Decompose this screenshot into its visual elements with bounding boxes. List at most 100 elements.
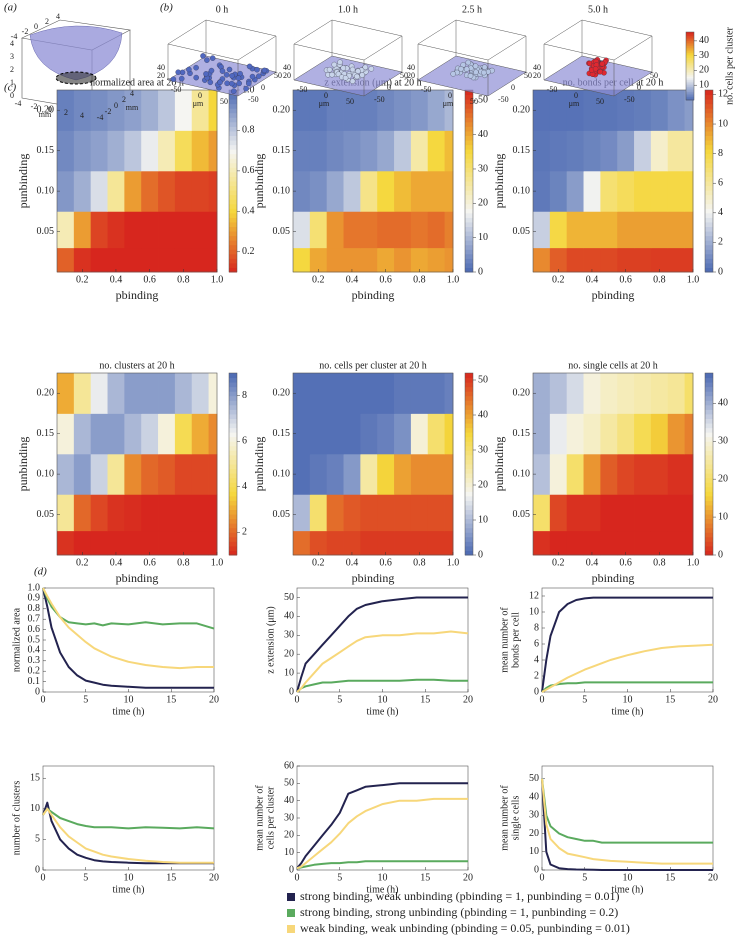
box-top <box>167 19 277 61</box>
heatmap-cell <box>191 170 209 212</box>
heatmap-cell <box>617 494 635 532</box>
x-tick-label: 0.2 <box>552 274 565 285</box>
y-tick-label: 0.9 <box>28 593 41 604</box>
b-time-title: 5.0 h <box>588 4 608 15</box>
heatmap-cell <box>343 170 361 212</box>
heatmap-cell <box>309 247 328 273</box>
heatmap-cell <box>208 90 218 131</box>
cell <box>208 67 215 74</box>
cell <box>246 63 253 70</box>
colorbar-segment <box>229 373 237 379</box>
heatmap-cell <box>107 413 125 455</box>
legend-label: strong binding, weak unbinding (pbinding… <box>300 889 620 903</box>
colorbar-segment <box>465 190 473 196</box>
heatmap-cell <box>309 413 328 455</box>
colorbar-segment <box>465 504 473 510</box>
x-tick-label: 0.4 <box>110 274 123 285</box>
heatmap-cell <box>191 413 209 455</box>
colorbar-segment <box>229 226 237 232</box>
heatmap-cell <box>124 530 142 556</box>
b-y-tick: 40 <box>533 63 541 72</box>
series-line <box>541 778 713 844</box>
heatmap-cell <box>309 170 328 212</box>
colorbar-segment <box>465 541 473 547</box>
series-line <box>296 860 468 870</box>
colorbar-segment <box>465 423 473 429</box>
heatmap-cell <box>410 130 429 172</box>
heatmap-cell <box>293 494 311 532</box>
colorbar-segment <box>705 441 713 447</box>
colorbar-segment <box>229 231 237 237</box>
heatmap-cell <box>394 530 412 556</box>
series-line <box>296 630 469 693</box>
cell <box>217 79 223 86</box>
heatmap-cell <box>650 130 669 172</box>
colorbar-segment <box>705 212 713 218</box>
y-tick-label: 20 <box>284 648 294 659</box>
colorbar-segment <box>686 66 694 69</box>
colorbar-segment <box>686 93 694 96</box>
heatmap-cell <box>427 90 445 131</box>
colorbar-segment <box>465 99 473 105</box>
legend-swatch <box>287 893 295 901</box>
colorbar-segment <box>705 185 713 191</box>
colorbar-segment <box>465 400 473 406</box>
colorbar-segment <box>705 203 713 209</box>
colorbar-segment <box>705 468 713 474</box>
colorbar-segment <box>705 99 713 105</box>
colorbar-segment <box>229 126 237 132</box>
colorbar-segment <box>465 482 473 488</box>
heatmap-cell <box>634 247 652 273</box>
colorbar-segment <box>229 149 237 155</box>
panel-label: (c) <box>4 82 17 94</box>
colorbar-segment <box>465 103 473 109</box>
b-time-title: 0 h <box>216 4 229 15</box>
colorbar-segment <box>229 262 237 268</box>
x-tick-label: 0.8 <box>413 557 426 568</box>
y-tick-label: 0.05 <box>273 509 291 520</box>
colorbar-segment <box>686 64 694 67</box>
b-y-tick: 20 <box>533 71 541 80</box>
colorbar-segment <box>705 267 713 273</box>
heatmap-cell <box>309 494 328 532</box>
heatmap-cell <box>533 247 551 273</box>
y-tick-label: 0.20 <box>273 105 291 116</box>
heatmap-cell <box>634 413 652 455</box>
y-tick-label: 0.15 <box>513 428 531 439</box>
x-tick-label: 0.2 <box>76 274 89 285</box>
heatmap-cell <box>394 453 412 495</box>
colorbar-segment <box>705 231 713 237</box>
colorbar-segment <box>686 67 694 70</box>
heatmap-cell <box>191 453 209 495</box>
heatmap-cell <box>73 413 92 455</box>
heatmap-cell <box>600 413 618 455</box>
heatmap-cell <box>57 211 75 249</box>
heatmap-cell <box>360 530 378 556</box>
y-tick-label: 0 <box>289 686 294 697</box>
colorbar-segment <box>465 208 473 214</box>
colorbar-segment <box>705 121 713 127</box>
b-x-tick: -50 <box>547 85 558 94</box>
heatmap-cell <box>191 90 209 131</box>
b-x-tick: -50 <box>171 85 182 94</box>
heatmap-cell <box>444 413 454 455</box>
y-axis-label: single cells <box>510 796 521 841</box>
heatmap-cell <box>124 453 142 495</box>
b-side-tick: -50 <box>624 95 635 104</box>
cell <box>223 72 230 78</box>
cell <box>349 78 356 84</box>
x-axis-label: time (h) <box>367 884 399 895</box>
colorbar-segment <box>229 190 237 196</box>
heatmap-cell <box>427 494 445 532</box>
heatmap-cell <box>73 211 92 249</box>
colorbar-segment <box>229 249 237 255</box>
x-tick-label: 0.8 <box>177 557 190 568</box>
heatmap-cell <box>410 211 429 249</box>
colorbar-segment <box>229 550 237 556</box>
colorbar-label: no. cells per cluster <box>724 26 735 104</box>
colorbar-tick-label: 10 <box>699 80 709 91</box>
colorbar-segment <box>705 541 713 547</box>
heatmap-cell <box>394 373 412 414</box>
colorbar-segment <box>686 79 694 82</box>
heatmap-cell <box>600 211 618 249</box>
